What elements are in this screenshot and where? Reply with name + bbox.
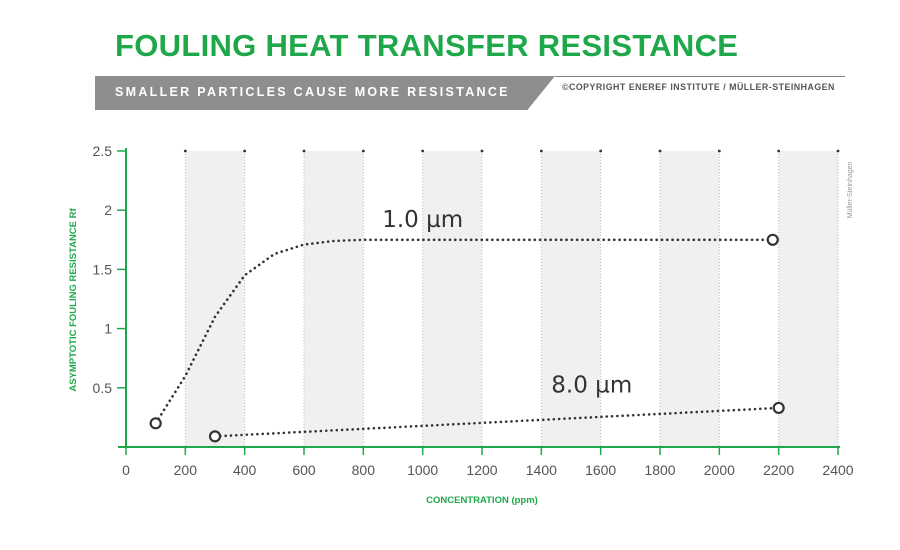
y-tick-label: 0.5 xyxy=(93,380,113,396)
chart-title: FOULING HEAT TRANSFER RESISTANCE xyxy=(115,28,739,63)
x-tick-label: 2200 xyxy=(763,462,794,478)
gridline-top-marker xyxy=(480,149,484,153)
grid-panel xyxy=(541,151,601,447)
y-axis-ticks: 0.5 1 1.5 2 2.5 xyxy=(93,143,126,396)
x-tick-label: 0 xyxy=(122,462,130,478)
gridline-top-marker xyxy=(717,149,721,153)
x-tick-label: 1800 xyxy=(644,462,675,478)
gridline-top-marker xyxy=(599,149,603,153)
y-tick-label: 1 xyxy=(104,321,112,337)
x-tick-label: 1400 xyxy=(526,462,557,478)
subtitle-banner xyxy=(95,76,555,110)
gridline-top-marker xyxy=(836,149,840,153)
grid-panel xyxy=(660,151,720,447)
data-series: 1.0 µm 8.0 µm xyxy=(149,207,785,443)
x-tick-label: 600 xyxy=(292,462,316,478)
series-endpoint-marker xyxy=(149,417,162,430)
grid-panel xyxy=(185,151,245,447)
x-tick-label: 400 xyxy=(233,462,257,478)
gridlines xyxy=(183,149,840,447)
series-label: 8.0 µm xyxy=(551,373,632,399)
x-tick-label: 2400 xyxy=(822,462,853,478)
watermark-text: Müller-Steinhagen xyxy=(847,161,854,218)
x-axis-label: CONCENTRATION (ppm) xyxy=(426,495,538,506)
x-tick-label: 2000 xyxy=(704,462,735,478)
gridline-top-marker xyxy=(658,149,662,153)
x-tick-label: 1200 xyxy=(466,462,497,478)
series-endpoint-marker xyxy=(766,233,779,246)
y-tick-label: 1.5 xyxy=(93,261,113,277)
y-tick-label: 2 xyxy=(104,202,112,218)
grid-panel xyxy=(422,151,482,447)
series-line xyxy=(213,406,780,438)
chart-subtitle: SMALLER PARTICLES CAUSE MORE RESISTANCE xyxy=(115,85,510,99)
grid-panel xyxy=(778,151,838,447)
gridline-top-marker xyxy=(243,149,247,153)
series-endpoint-marker xyxy=(208,430,222,443)
y-axis-label: ASYMPTOTIC FOULING RESISTANCE Rf xyxy=(68,208,79,392)
x-axis-ticks: 0 200 400 600 800 1000 1200 1400 1600 1800 2000 220… xyxy=(122,447,854,478)
gridline-top-marker xyxy=(361,149,365,153)
gridline-top-marker xyxy=(183,149,187,153)
series-line xyxy=(154,238,775,425)
shaded-panels xyxy=(185,151,838,447)
x-tick-label: 200 xyxy=(174,462,198,478)
header-rule xyxy=(555,76,845,77)
grid-panel xyxy=(304,151,364,447)
gridline-top-marker xyxy=(421,149,425,153)
copyright-text: ©COPYRIGHT ENEREF INSTITUTE / MÜLLER-STE… xyxy=(562,82,835,92)
x-tick-label: 1600 xyxy=(585,462,616,478)
gridline-top-marker xyxy=(302,149,306,153)
gridline-top-marker xyxy=(777,149,781,153)
series-endpoint-marker xyxy=(772,401,785,415)
x-tick-label: 1000 xyxy=(407,462,438,478)
series-label: 1.0 µm xyxy=(382,207,463,233)
y-tick-label: 2.5 xyxy=(93,143,113,159)
gridline-top-marker xyxy=(539,149,543,153)
x-tick-label: 800 xyxy=(352,462,376,478)
